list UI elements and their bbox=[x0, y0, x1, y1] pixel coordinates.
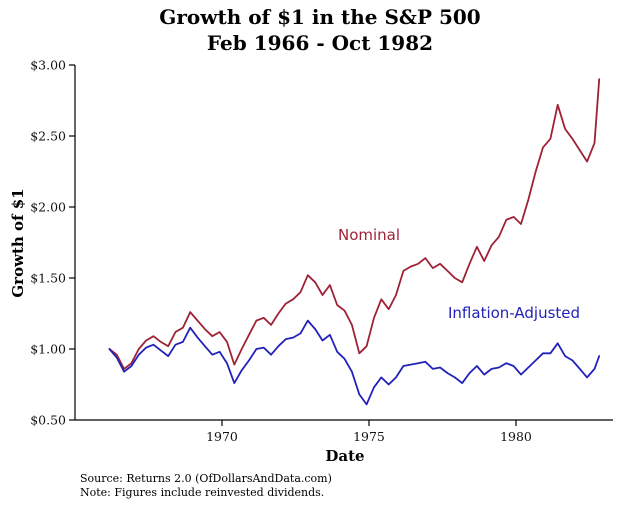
x-tick-label: 1975 bbox=[353, 429, 385, 444]
x-tick-label: 1980 bbox=[500, 429, 532, 444]
y-tick-label: $3.00 bbox=[30, 58, 66, 73]
y-tick-label: $2.50 bbox=[30, 129, 66, 144]
series-label-nominal: Nominal bbox=[338, 226, 401, 244]
dividends-note: Note: Figures include reinvested dividen… bbox=[80, 485, 325, 499]
source-note: Source: Returns 2.0 (OfDollarsAndData.co… bbox=[80, 472, 332, 485]
y-tick-label: $0.50 bbox=[30, 413, 66, 428]
series-label-inflation-adjusted: Inflation-Adjusted bbox=[448, 304, 581, 322]
chart-title-line1: Growth of $1 in the S&P 500 bbox=[159, 5, 481, 29]
x-axis-label: Date bbox=[325, 447, 365, 465]
line-series-nominal bbox=[108, 78, 601, 370]
y-tick-label: $1.00 bbox=[30, 342, 66, 357]
chart-title: Growth of $1 in the S&P 500 Feb 1966 - O… bbox=[0, 4, 640, 56]
y-axis-label: Growth of $1 bbox=[9, 188, 27, 298]
footer-caption: Source: Returns 2.0 (OfDollarsAndData.co… bbox=[80, 472, 332, 500]
x-tick-label: 1970 bbox=[206, 429, 238, 444]
y-tick-label: $2.00 bbox=[30, 200, 66, 215]
y-tick-label: $1.50 bbox=[30, 271, 66, 286]
chart-title-line2: Feb 1966 - Oct 1982 bbox=[206, 31, 434, 55]
line-series-inflation-adjusted bbox=[108, 319, 601, 406]
